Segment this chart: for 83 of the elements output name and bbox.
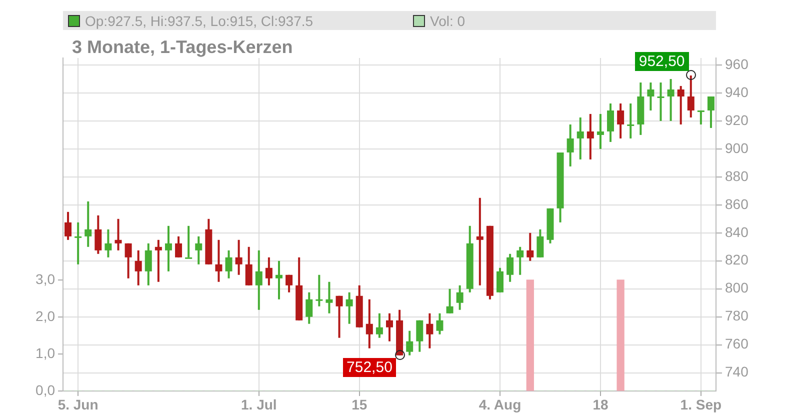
candlestick: [154, 238, 162, 283]
candlestick: [416, 319, 424, 353]
candlestick: [647, 81, 654, 112]
x-tick-label: 1. Jul: [241, 396, 277, 412]
x-tick-label: 5. Jun: [58, 396, 98, 412]
candlestick: [164, 224, 172, 272]
candlestick: [225, 249, 232, 280]
candlestick: [586, 112, 594, 160]
candlestick: [185, 224, 192, 259]
candlestick: [697, 109, 704, 126]
candlestick: [667, 78, 674, 122]
y-tick-label: 940: [725, 84, 749, 100]
x-tick-label: 18: [592, 396, 608, 412]
candlestick: [235, 238, 242, 276]
candlestick: [576, 116, 584, 160]
candlestick: [326, 280, 333, 314]
candlestick: [376, 312, 383, 339]
candlestick: [306, 291, 313, 325]
candlestick: [215, 238, 222, 283]
candlestick: [386, 312, 393, 342]
candlestick: [677, 84, 684, 126]
candlestick: [456, 284, 464, 311]
candlestick: [707, 95, 714, 129]
x-tick-label: 15: [352, 396, 368, 412]
annotation: 752,50: [342, 358, 396, 378]
candlestick: [195, 235, 202, 266]
candlestick: [275, 260, 282, 300]
y-tick-label: 740: [725, 364, 749, 380]
y-tick-label: 860: [725, 196, 749, 212]
y2-tick-label: 3,0: [36, 270, 56, 287]
candlestick: [286, 274, 293, 294]
chart-title: 3 Monate, 1-Tages-Kerzen: [72, 37, 293, 58]
candlestick: [607, 102, 614, 143]
y-tick-label: 960: [725, 56, 749, 72]
y-tick-label: 880: [725, 168, 749, 184]
candlestick: [496, 266, 504, 294]
candlestick: [446, 288, 454, 314]
candlestick: [64, 210, 72, 241]
y-tick-label: 840: [725, 224, 749, 240]
candlestick: [516, 246, 524, 276]
candlestick: [566, 123, 574, 168]
y-tick-label: 920: [725, 112, 749, 128]
candlestick: [617, 102, 624, 140]
candlestick: [175, 235, 182, 258]
candlestick: [114, 218, 122, 252]
y2-tick-label: 1,0: [36, 344, 56, 361]
candlestick: [596, 112, 604, 150]
text: Vol: 0: [430, 12, 466, 28]
candlestick: [104, 228, 112, 258]
candlestick: [94, 214, 102, 255]
x-tick-label: 4. Aug: [478, 396, 522, 412]
candlestick: [245, 246, 252, 286]
y-tick-label: 800: [725, 280, 749, 296]
y2-tick-label: 2,0: [36, 308, 56, 324]
y-tick-label: 820: [725, 252, 749, 268]
y-tick-label: 760: [725, 336, 749, 352]
y-tick-label: 900: [725, 140, 749, 156]
candlestick: [476, 196, 484, 286]
candlestick: [657, 81, 664, 122]
candlestick: [366, 298, 373, 350]
y-tick-label: 780: [725, 308, 749, 324]
x-tick-label: 1. Sep: [680, 396, 722, 412]
candlestick: [255, 249, 262, 311]
candlestick: [526, 232, 534, 262]
candlestick: [406, 330, 414, 356]
candlestick: [144, 242, 152, 286]
candlestick: [336, 294, 343, 339]
candlestick: [134, 249, 142, 286]
candlestick: [346, 291, 353, 325]
candlestick: [74, 221, 82, 266]
candlestick: [536, 228, 544, 258]
candlestick: [426, 312, 434, 350]
annotation: 952,50: [634, 52, 689, 72]
candlestick: [124, 242, 132, 280]
candlestick: [436, 312, 444, 336]
candlestick: [316, 274, 323, 308]
candlestick: [506, 252, 514, 283]
candlestick: [627, 102, 634, 140]
y2-tick-label: 0,0: [36, 382, 56, 398]
text: Op:927.5, Hi:937.5, Lo:915, Cl:937.5: [85, 12, 314, 28]
candlestick: [265, 256, 272, 286]
candlestick: [687, 74, 694, 118]
candlestick: [84, 200, 92, 248]
